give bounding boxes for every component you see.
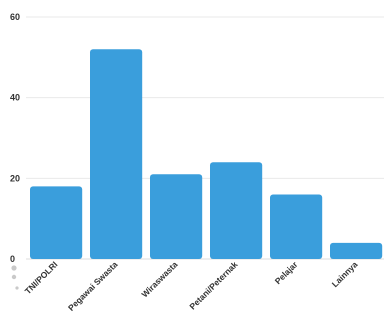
- bar-pelajar[interactable]: [270, 194, 323, 259]
- x-axis-ticks: TNI/POLRI Pegawai Swasta Wiraswasta Petani/…: [23, 259, 360, 313]
- y-tick-label: 60: [10, 12, 20, 22]
- x-tick-label: Wiraswasta: [139, 259, 179, 299]
- bar-wiraswasta[interactable]: [150, 174, 203, 259]
- y-tick-label: 40: [10, 93, 20, 103]
- legend-icon: [11, 265, 19, 290]
- bar-pegawai-swasta[interactable]: [90, 49, 143, 260]
- bars: [30, 49, 383, 260]
- bar-tni-polri[interactable]: [30, 186, 83, 259]
- x-tick-label: Pelajar: [273, 259, 300, 286]
- x-tick-label: TNI/POLRI: [23, 259, 60, 296]
- y-tick-label: 0: [10, 254, 15, 264]
- x-tick-label: Pegawai Swasta: [66, 259, 120, 313]
- x-tick-label: Petani/Peternak: [187, 259, 239, 311]
- y-axis-ticks: 0 20 40 60: [10, 12, 20, 264]
- y-tick-label: 20: [10, 173, 20, 183]
- gridlines: [26, 16, 384, 260]
- bar-petani-peternak[interactable]: [210, 162, 263, 259]
- bar-lainnya[interactable]: [330, 242, 383, 259]
- x-tick-label: Lainnya: [330, 259, 360, 289]
